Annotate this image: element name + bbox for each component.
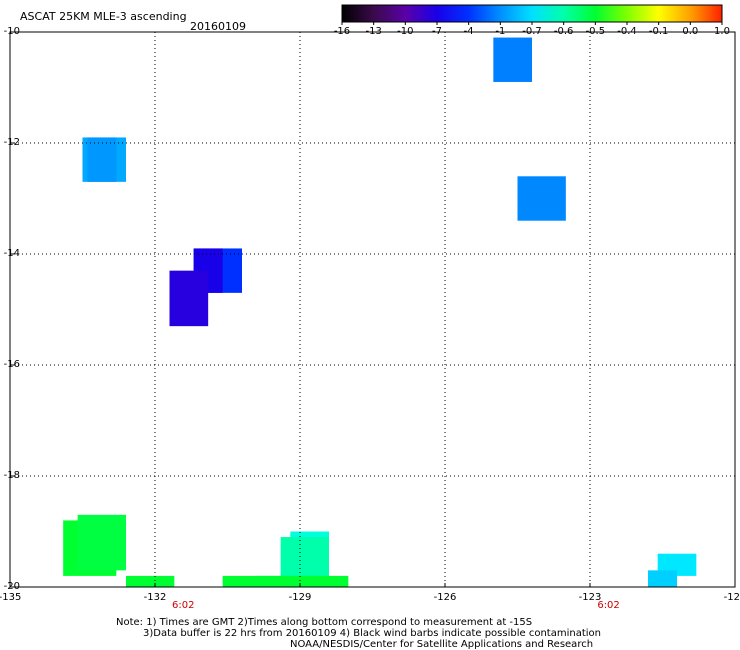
colorbar-tick-label: -0.5 xyxy=(585,26,606,37)
wind-cell xyxy=(280,537,329,582)
lat-label: -16 xyxy=(3,359,20,370)
colorbar-tick-label: -7 xyxy=(432,26,442,37)
lat-label: -12 xyxy=(3,137,20,148)
lon-label: -123 xyxy=(578,592,602,603)
colorbar-tick-label: -16 xyxy=(333,26,351,37)
grid-lines xyxy=(9,31,736,588)
colorbar-tick-label: 1.0 xyxy=(714,26,730,37)
wind-cell xyxy=(648,570,677,587)
wind-cell xyxy=(87,137,117,182)
lon-label: -120 xyxy=(723,592,740,603)
map-date: 20160109 xyxy=(190,20,246,33)
lat-label: -20 xyxy=(3,581,20,592)
colorbar-tick-label: -10 xyxy=(397,26,414,37)
colorbar-tick-label: -13 xyxy=(365,26,382,37)
wind-cell xyxy=(222,575,349,587)
lat-label: -10 xyxy=(3,26,20,37)
colorbar-tick-label: -1 xyxy=(495,26,506,37)
colorbar-tick-label: -0.7 xyxy=(522,26,542,37)
colorbar-tick-label: -4 xyxy=(463,26,474,37)
pass-time-label: 6:02 xyxy=(597,600,620,611)
colorbar-tick-label: -0.6 xyxy=(553,26,574,37)
measurement-cells xyxy=(63,37,697,587)
colorbar xyxy=(341,4,723,25)
note-line-1: Note: 1) Times are GMT 2)Times along bot… xyxy=(116,617,533,628)
note-line-3: NOAA/NESDIS/Center for Satellite Applica… xyxy=(290,639,594,650)
pass-time-label: 6:02 xyxy=(172,600,195,611)
lon-label: -129 xyxy=(288,592,312,603)
wind-cell xyxy=(126,575,175,587)
colorbar-tick-label: 0.0 xyxy=(682,26,699,37)
wind-cell xyxy=(517,176,566,221)
lon-label: -132 xyxy=(143,592,167,603)
wind-cell xyxy=(169,270,209,327)
colorbar-tick-label: -0.4 xyxy=(617,26,637,37)
map-frame xyxy=(9,31,736,588)
wind-cell xyxy=(77,514,126,571)
note-line-2: 3)Data buffer is 22 hrs from 20160109 4)… xyxy=(143,628,601,639)
lat-label: -18 xyxy=(3,470,20,481)
colorbar-gradient xyxy=(341,4,723,23)
wind-cell xyxy=(493,37,532,82)
map-title: ASCAT 25KM MLE-3 ascending xyxy=(20,10,187,23)
colorbar-tick-label: -0.1 xyxy=(648,26,669,37)
lon-label: -126 xyxy=(433,592,457,603)
lat-label: -14 xyxy=(3,248,20,259)
lon-label: -135 xyxy=(0,592,22,603)
